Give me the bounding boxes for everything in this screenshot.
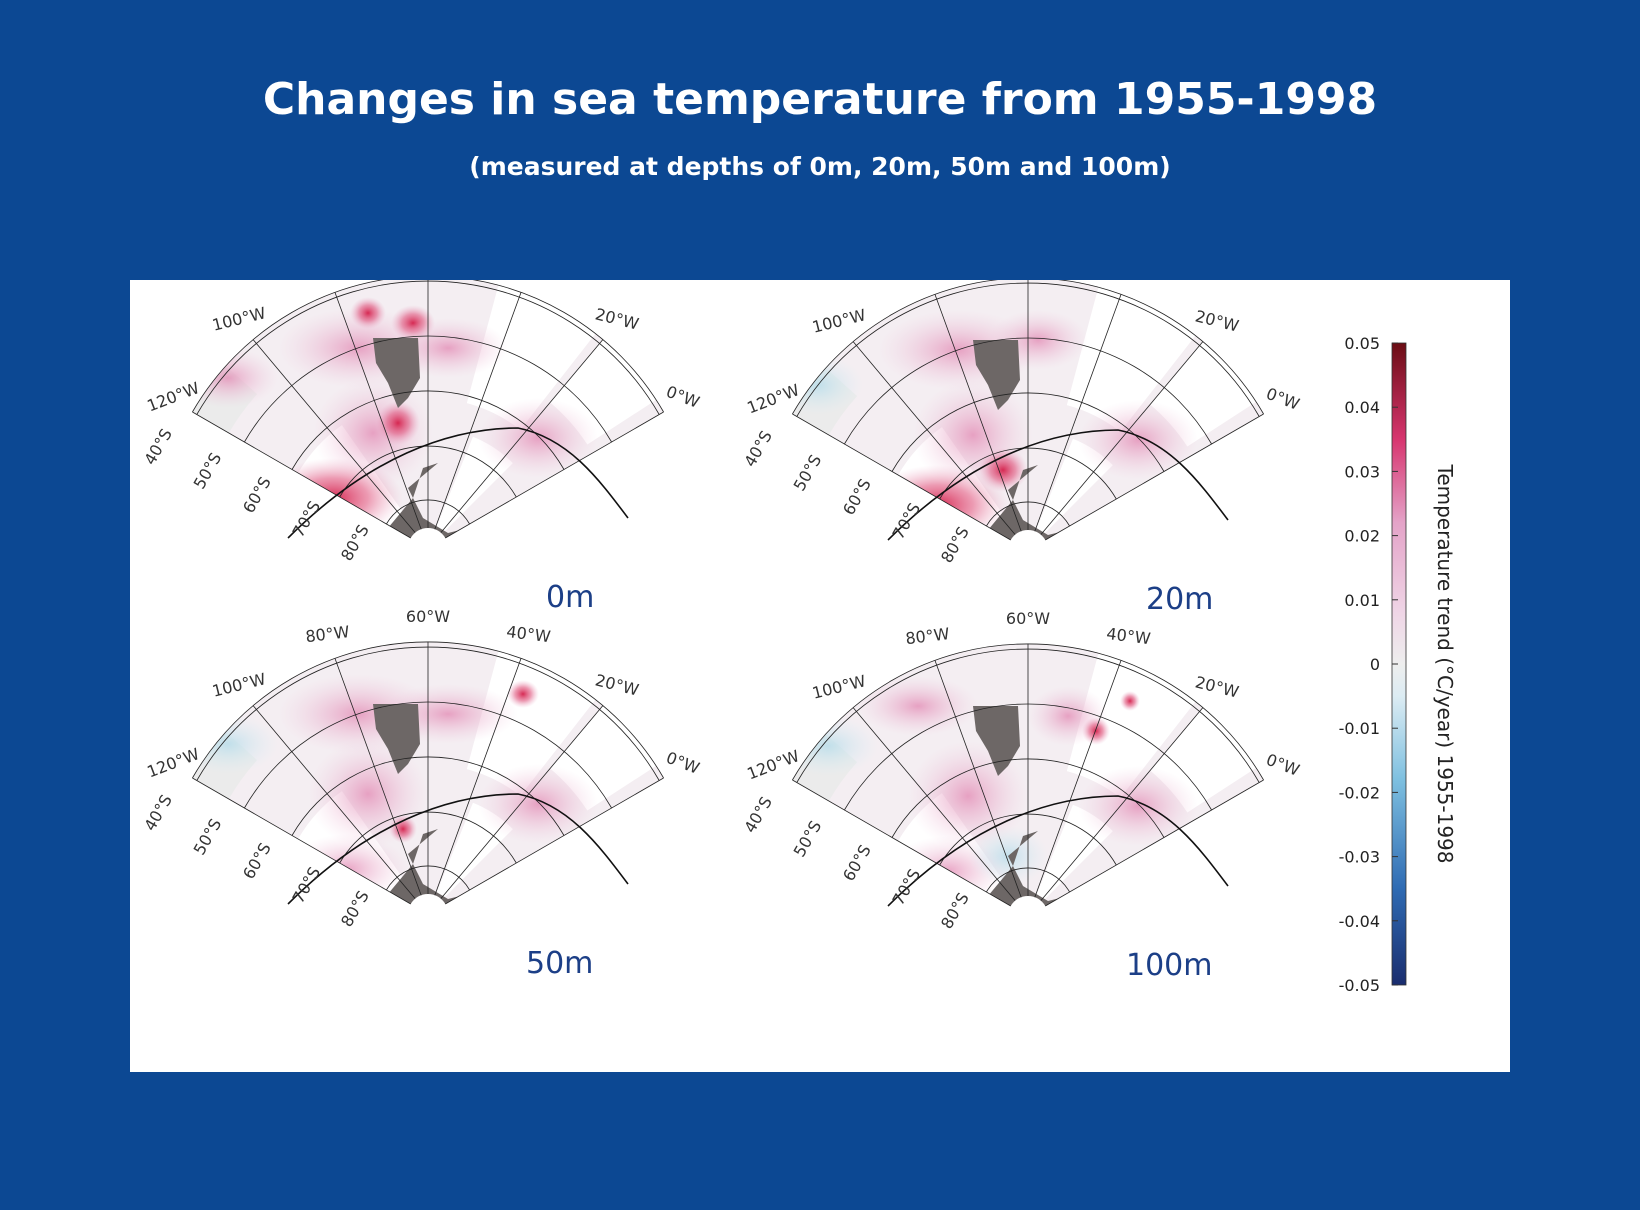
lat-label: 80°S	[337, 521, 373, 564]
depth-label-50m: 50m	[526, 946, 593, 981]
lon-label: 100°W	[810, 671, 868, 703]
land-antarctica	[348, 463, 518, 539]
lat-label: 60°S	[239, 839, 275, 882]
graticule	[792, 280, 1264, 541]
colorbar-tick-label: -0.01	[1339, 719, 1380, 738]
lon-label: 40°W	[505, 622, 551, 646]
lat-label: 60°S	[839, 841, 875, 884]
lat-label: 40°S	[740, 793, 776, 836]
lat-label: 80°S	[337, 887, 373, 930]
polar-front-line	[887, 795, 1229, 907]
lon-label: 100°W	[210, 303, 268, 335]
trend-patch	[1078, 766, 1198, 846]
depth-label-20m: 20m	[1146, 582, 1213, 617]
lon-label: 100°W	[210, 669, 268, 701]
colorbar-tick-label: -0.02	[1339, 783, 1380, 802]
lat-label: 60°S	[239, 473, 275, 516]
lon-label: 80°W	[304, 622, 350, 646]
lat-label: 80°S	[937, 889, 973, 932]
polar-front-line	[287, 793, 629, 905]
colorbar-tick-label: 0.02	[1344, 527, 1380, 546]
trend-patch	[1128, 846, 1208, 906]
graticule	[792, 643, 1264, 907]
lat-label: 50°S	[790, 817, 826, 860]
map-panel-0m: 120°W100°W80°W60°W40°W20°W0°W40°S50°S60°…	[140, 280, 702, 615]
graticule	[192, 280, 664, 539]
colorbar: 0.05 0.04 0.03 0.02 0.01 0 -0.01 -0.02 -0.03 -0.0…	[1339, 334, 1457, 995]
lon-label: 60°W	[1006, 609, 1050, 628]
trend-patch	[646, 453, 664, 473]
lon-label: 80°W	[904, 280, 950, 282]
map-panel-50m: 120°W100°W80°W60°W40°W20°W0°W40°S50°S60°…	[140, 607, 702, 981]
colorbar-tick-label: -0.05	[1339, 976, 1380, 995]
lat-label: 40°S	[140, 425, 176, 468]
map-panel-20m: 120°W100°W80°W60°W40°W20°W0°W40°S50°S60°…	[740, 280, 1302, 617]
colorbar-tick-label: 0.04	[1344, 398, 1380, 417]
lat-label: 40°S	[140, 791, 176, 834]
trend-patch	[350, 297, 386, 329]
polar-front-line	[887, 429, 1229, 541]
lat-label: 70°S	[289, 498, 325, 541]
maps-svg: 120°W100°W80°W60°W40°W20°W0°W40°S50°S60°…	[140, 280, 1457, 995]
lon-label: 0°W	[1264, 384, 1303, 414]
trend-patch	[376, 401, 420, 445]
lat-label: 50°S	[190, 815, 226, 858]
lon-label: 80°W	[904, 624, 950, 648]
trend-patch	[1078, 400, 1198, 480]
depth-label-100m: 100m	[1126, 948, 1212, 983]
land-south-america	[373, 338, 420, 408]
lon-label: 40°W	[1105, 280, 1151, 282]
trend-patch	[389, 815, 417, 843]
trend-patch	[858, 676, 978, 736]
lon-label: 20°W	[593, 670, 641, 699]
trend-patch	[1120, 691, 1140, 711]
lat-label: 50°S	[190, 449, 226, 492]
colorbar-ramp	[1392, 343, 1406, 985]
land-antarctica	[948, 465, 1118, 540]
lon-label: 0°W	[1264, 750, 1303, 780]
trend-patch	[507, 680, 539, 708]
trend-patch	[478, 764, 598, 844]
trend-patch	[478, 398, 598, 478]
lon-label: 40°W	[1105, 624, 1151, 648]
lon-label: 60°W	[406, 607, 450, 626]
page-subtitle: (measured at depths of 0m, 20m, 50m and …	[469, 152, 1171, 181]
polar-front-line	[287, 427, 629, 539]
trend-patch	[1128, 480, 1208, 540]
colorbar-tick-label: 0	[1370, 655, 1380, 674]
trend-patch	[528, 844, 608, 904]
colorbar-title: Temperature trend (°C/year) 1955-1998	[1433, 463, 1457, 863]
depth-label-0m: 0m	[546, 580, 594, 615]
lat-label: 70°S	[289, 864, 325, 907]
lat-label: 70°S	[889, 500, 925, 543]
land-south-america	[973, 706, 1020, 776]
land-antarctica	[948, 831, 1118, 906]
land-south-america	[373, 704, 420, 774]
lat-label: 80°S	[937, 523, 973, 566]
lat-label: 60°S	[839, 475, 875, 518]
lon-label: 20°W	[1193, 306, 1241, 335]
map-panel-100m: 120°W100°W80°W60°W40°W20°W0°W40°S50°S60°…	[740, 609, 1302, 983]
page-title: Changes in sea temperature from 1955-199…	[262, 74, 1378, 125]
figure-panel: 120°W100°W80°W60°W40°W20°W0°W40°S50°S60°…	[130, 280, 1510, 1072]
lon-label: 0°W	[664, 748, 703, 778]
trend-patch	[978, 448, 1028, 492]
lat-label: 70°S	[889, 866, 925, 909]
land-south-america	[973, 340, 1020, 410]
lon-label: 20°W	[593, 304, 641, 333]
colorbar-tick-label: 0.03	[1344, 462, 1380, 481]
lat-label: 50°S	[790, 451, 826, 494]
colorbar-tick-label: -0.03	[1339, 848, 1380, 867]
lon-label: 100°W	[810, 305, 868, 337]
colorbar-tick-label: -0.04	[1339, 912, 1380, 931]
land-antarctica	[348, 829, 518, 904]
trend-patch	[1082, 717, 1110, 745]
trend-patch	[533, 478, 613, 538]
trend-patch	[1241, 460, 1264, 480]
lat-label: 40°S	[740, 427, 776, 470]
colorbar-tick-label: 0.05	[1344, 334, 1380, 353]
colorbar-tick-label: 0.01	[1344, 591, 1380, 610]
lon-label: 20°W	[1193, 672, 1241, 701]
lon-label: 0°W	[664, 382, 703, 412]
